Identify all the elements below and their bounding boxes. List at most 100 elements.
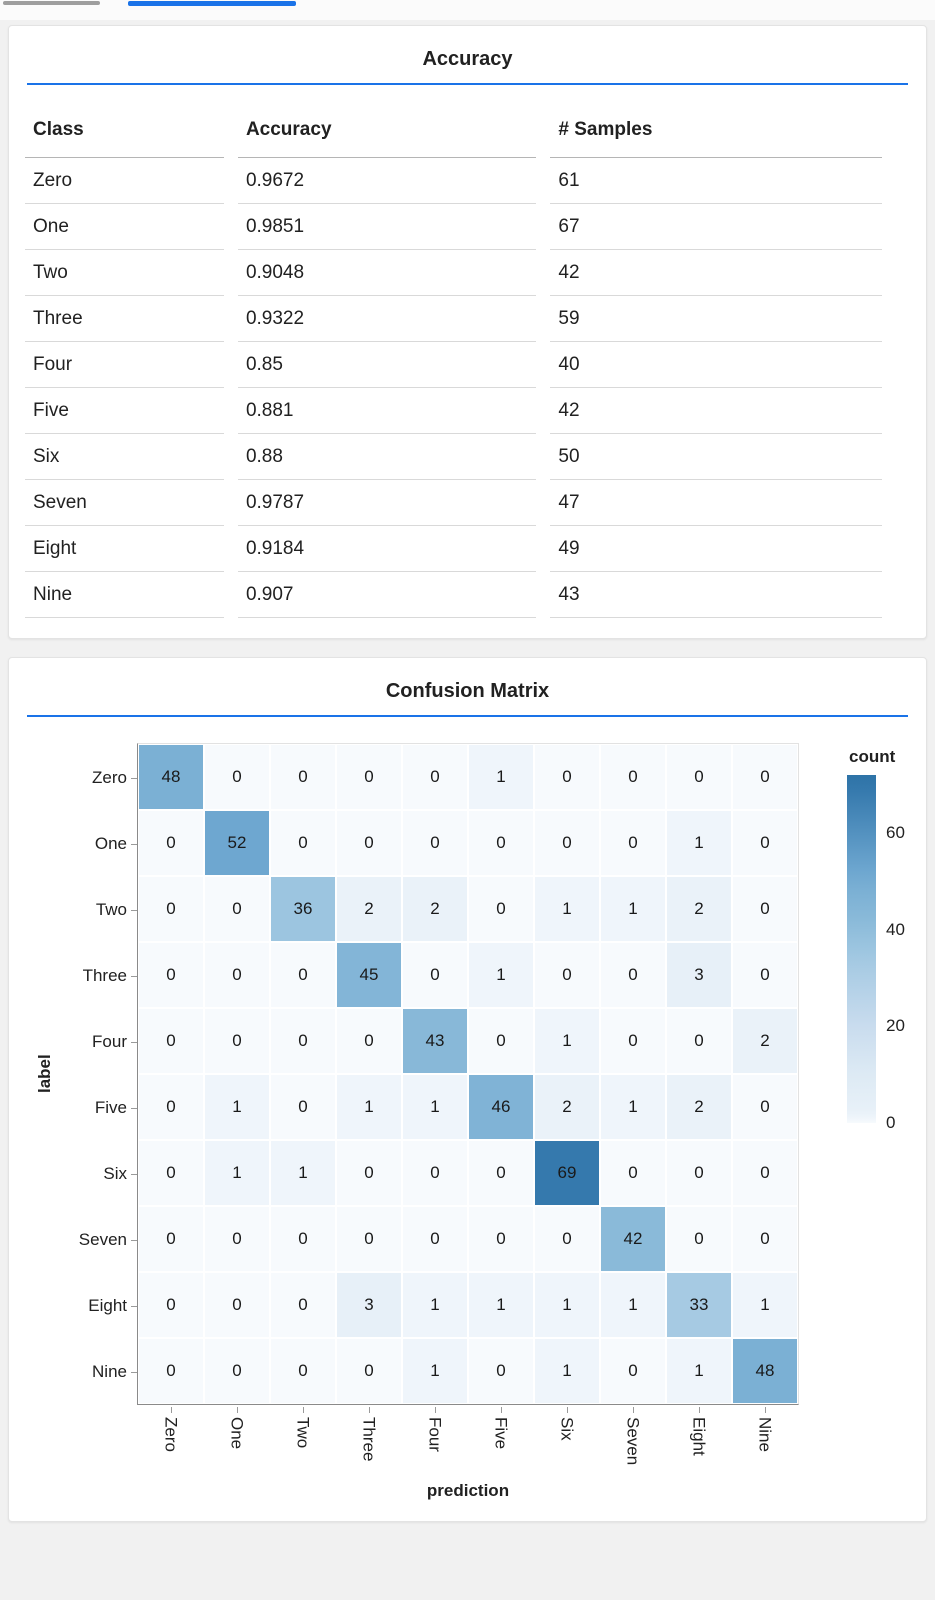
matrix-cell[interactable]: 0 bbox=[601, 943, 665, 1007]
matrix-cell[interactable]: 0 bbox=[469, 1009, 533, 1073]
matrix-cell[interactable]: 33 bbox=[667, 1273, 731, 1337]
matrix-cell[interactable]: 2 bbox=[337, 877, 401, 941]
matrix-cell[interactable]: 0 bbox=[403, 811, 467, 875]
matrix-cell[interactable]: 0 bbox=[139, 1075, 203, 1139]
matrix-cell[interactable]: 0 bbox=[337, 745, 401, 809]
matrix-cell[interactable]: 0 bbox=[337, 811, 401, 875]
matrix-cell[interactable]: 1 bbox=[205, 1075, 269, 1139]
matrix-cell[interactable]: 0 bbox=[403, 1207, 467, 1271]
matrix-cell[interactable]: 0 bbox=[205, 745, 269, 809]
matrix-cell[interactable]: 0 bbox=[271, 745, 335, 809]
matrix-cell[interactable]: 0 bbox=[733, 745, 797, 809]
matrix-cell[interactable]: 42 bbox=[601, 1207, 665, 1271]
matrix-cell[interactable]: 0 bbox=[271, 1009, 335, 1073]
matrix-cell[interactable]: 0 bbox=[271, 1339, 335, 1403]
matrix-cell[interactable]: 0 bbox=[337, 1141, 401, 1205]
matrix-cell[interactable]: 3 bbox=[667, 943, 731, 1007]
matrix-cell[interactable]: 2 bbox=[403, 877, 467, 941]
matrix-cell[interactable]: 45 bbox=[337, 943, 401, 1007]
matrix-cell[interactable]: 1 bbox=[601, 1075, 665, 1139]
matrix-cell[interactable]: 1 bbox=[535, 1339, 599, 1403]
matrix-cell[interactable]: 36 bbox=[271, 877, 335, 941]
matrix-cell[interactable]: 0 bbox=[469, 877, 533, 941]
matrix-cell[interactable]: 0 bbox=[205, 1339, 269, 1403]
matrix-cell[interactable]: 0 bbox=[337, 1207, 401, 1271]
matrix-cell[interactable]: 1 bbox=[469, 943, 533, 1007]
matrix-cell[interactable]: 0 bbox=[139, 1009, 203, 1073]
matrix-cell[interactable]: 0 bbox=[469, 811, 533, 875]
matrix-cell[interactable]: 1 bbox=[205, 1141, 269, 1205]
matrix-cell[interactable]: 0 bbox=[403, 943, 467, 1007]
matrix-cell[interactable]: 0 bbox=[271, 1075, 335, 1139]
matrix-cell[interactable]: 0 bbox=[205, 1009, 269, 1073]
matrix-cell[interactable]: 0 bbox=[139, 943, 203, 1007]
matrix-cell[interactable]: 1 bbox=[535, 1009, 599, 1073]
matrix-cell[interactable]: 0 bbox=[337, 1009, 401, 1073]
matrix-cell[interactable]: 43 bbox=[403, 1009, 467, 1073]
matrix-cell[interactable]: 0 bbox=[271, 1273, 335, 1337]
matrix-cell[interactable]: 1 bbox=[667, 811, 731, 875]
matrix-cell[interactable]: 2 bbox=[733, 1009, 797, 1073]
matrix-cell[interactable]: 1 bbox=[535, 1273, 599, 1337]
matrix-cell[interactable]: 1 bbox=[271, 1141, 335, 1205]
matrix-cell[interactable]: 1 bbox=[733, 1273, 797, 1337]
matrix-cell[interactable]: 0 bbox=[535, 811, 599, 875]
matrix-cell[interactable]: 0 bbox=[139, 811, 203, 875]
matrix-cell[interactable]: 0 bbox=[733, 1141, 797, 1205]
matrix-cell[interactable]: 0 bbox=[667, 1141, 731, 1205]
matrix-cell[interactable]: 0 bbox=[733, 1207, 797, 1271]
matrix-cell[interactable]: 1 bbox=[535, 877, 599, 941]
matrix-cell[interactable]: 52 bbox=[205, 811, 269, 875]
tab-indicator-active[interactable] bbox=[128, 1, 296, 6]
matrix-cell[interactable]: 0 bbox=[337, 1339, 401, 1403]
matrix-cell[interactable]: 0 bbox=[667, 1009, 731, 1073]
matrix-cell[interactable]: 46 bbox=[469, 1075, 533, 1139]
matrix-cell[interactable]: 0 bbox=[601, 745, 665, 809]
matrix-cell[interactable]: 0 bbox=[403, 745, 467, 809]
matrix-cell[interactable]: 0 bbox=[535, 943, 599, 1007]
matrix-cell[interactable]: 0 bbox=[205, 877, 269, 941]
matrix-cell[interactable]: 0 bbox=[403, 1141, 467, 1205]
matrix-cell[interactable]: 69 bbox=[535, 1141, 599, 1205]
matrix-cell[interactable]: 48 bbox=[139, 745, 203, 809]
matrix-cell[interactable]: 0 bbox=[205, 1207, 269, 1271]
matrix-cell[interactable]: 0 bbox=[601, 811, 665, 875]
matrix-cell[interactable]: 0 bbox=[667, 745, 731, 809]
matrix-cell[interactable]: 0 bbox=[271, 1207, 335, 1271]
matrix-cell[interactable]: 0 bbox=[271, 943, 335, 1007]
matrix-cell[interactable]: 1 bbox=[601, 877, 665, 941]
matrix-cell[interactable]: 0 bbox=[733, 1075, 797, 1139]
matrix-cell[interactable]: 0 bbox=[271, 811, 335, 875]
matrix-cell[interactable]: 0 bbox=[535, 1207, 599, 1271]
matrix-cell[interactable]: 0 bbox=[469, 1141, 533, 1205]
matrix-cell[interactable]: 0 bbox=[601, 1339, 665, 1403]
matrix-cell[interactable]: 0 bbox=[139, 1273, 203, 1337]
matrix-cell[interactable]: 0 bbox=[469, 1339, 533, 1403]
matrix-cell[interactable]: 0 bbox=[205, 943, 269, 1007]
matrix-cell[interactable]: 0 bbox=[733, 943, 797, 1007]
matrix-cell[interactable]: 1 bbox=[469, 745, 533, 809]
matrix-cell[interactable]: 0 bbox=[535, 745, 599, 809]
matrix-cell[interactable]: 0 bbox=[601, 1009, 665, 1073]
matrix-cell[interactable]: 0 bbox=[733, 877, 797, 941]
matrix-cell[interactable]: 1 bbox=[403, 1339, 467, 1403]
matrix-cell[interactable]: 2 bbox=[667, 1075, 731, 1139]
matrix-cell[interactable]: 1 bbox=[601, 1273, 665, 1337]
matrix-cell[interactable]: 0 bbox=[601, 1141, 665, 1205]
matrix-cell[interactable]: 48 bbox=[733, 1339, 797, 1403]
matrix-cell[interactable]: 2 bbox=[535, 1075, 599, 1139]
matrix-cell[interactable]: 0 bbox=[667, 1207, 731, 1271]
matrix-cell[interactable]: 0 bbox=[139, 877, 203, 941]
matrix-cell[interactable]: 0 bbox=[469, 1207, 533, 1271]
matrix-cell[interactable]: 1 bbox=[403, 1273, 467, 1337]
tab-indicator-inactive[interactable] bbox=[3, 1, 100, 5]
matrix-cell[interactable]: 2 bbox=[667, 877, 731, 941]
matrix-cell[interactable]: 0 bbox=[205, 1273, 269, 1337]
matrix-cell[interactable]: 0 bbox=[139, 1339, 203, 1403]
matrix-cell[interactable]: 1 bbox=[337, 1075, 401, 1139]
matrix-cell[interactable]: 1 bbox=[667, 1339, 731, 1403]
matrix-cell[interactable]: 3 bbox=[337, 1273, 401, 1337]
matrix-cell[interactable]: 1 bbox=[403, 1075, 467, 1139]
matrix-cell[interactable]: 0 bbox=[733, 811, 797, 875]
matrix-cell[interactable]: 0 bbox=[139, 1141, 203, 1205]
